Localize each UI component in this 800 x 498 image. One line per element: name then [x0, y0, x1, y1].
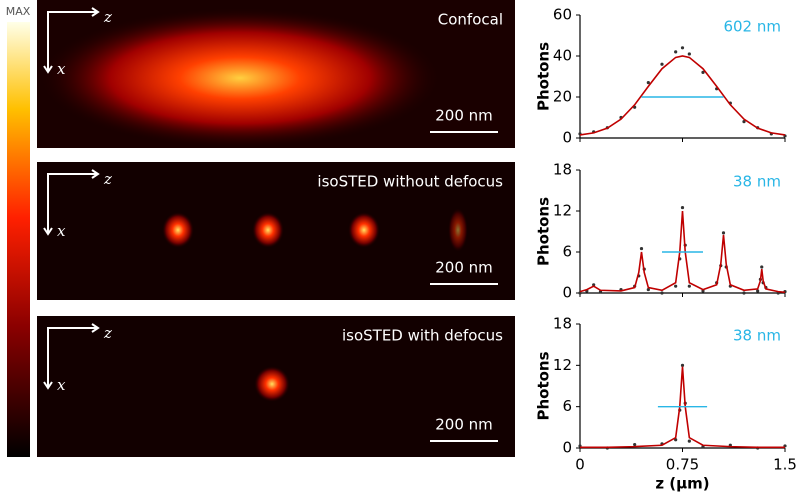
data-point	[721, 231, 726, 235]
data-point	[687, 284, 691, 288]
y-tick-label: 0	[562, 129, 572, 147]
data-point	[701, 70, 705, 74]
image-signal	[348, 212, 380, 248]
y-tick-label: 12	[553, 202, 572, 220]
y-tick-label: 18	[553, 315, 572, 333]
y-tick-label: 6	[562, 243, 572, 261]
image-signal	[254, 366, 290, 402]
y-tick-label: 12	[553, 356, 572, 374]
image-panels	[37, 0, 515, 457]
x-tick-label: 1.5	[773, 456, 797, 474]
data-point	[687, 439, 691, 443]
y-tick-label: 0	[562, 284, 572, 302]
fit-line	[580, 366, 785, 449]
fwhm-label: 38 nm	[733, 173, 781, 191]
axis-arrow	[43, 169, 100, 236]
y-tick-label: 18	[553, 161, 572, 179]
y-tick-label: 40	[553, 47, 572, 65]
scale-bar-label: 200 nm	[435, 259, 493, 277]
scale-bar-label: 200 nm	[435, 107, 493, 125]
image-label: Confocal	[438, 11, 503, 29]
data-point	[660, 62, 664, 66]
fwhm-label: 602 nm	[723, 18, 781, 36]
axis-letter: x	[57, 60, 66, 78]
x-axis-label: z (µm)	[655, 475, 709, 493]
data-point	[687, 52, 691, 56]
data-point	[756, 289, 760, 293]
data-point	[680, 46, 685, 50]
image-label: isoSTED with defocus	[342, 327, 503, 345]
scale-bar-label: 200 nm	[435, 416, 493, 434]
axis-arrow	[43, 323, 100, 390]
data-point	[680, 205, 685, 210]
axis-letter: x	[57, 376, 66, 394]
y-axis-label: Photons	[535, 197, 553, 266]
image-signal	[252, 212, 284, 248]
axis-letter: x	[57, 222, 66, 240]
x-tick-label: 0	[575, 456, 585, 474]
data-point	[646, 287, 650, 292]
data-point	[592, 283, 596, 287]
fwhm-label: 38 nm	[733, 327, 781, 345]
data-point	[760, 265, 764, 269]
data-point	[680, 363, 685, 367]
colorbar-label: MAX	[6, 5, 31, 18]
fit-line	[579, 210, 786, 294]
axis-letter: z	[103, 170, 112, 188]
fit-line	[579, 55, 786, 136]
data-point	[742, 120, 746, 124]
data-point	[674, 50, 678, 54]
data-point	[633, 442, 637, 447]
y-tick-label: 6	[562, 397, 572, 415]
y-axis-label: Photons	[535, 42, 553, 111]
image-signal	[40, 8, 440, 148]
data-point	[639, 246, 644, 251]
axis-arrow	[43, 7, 100, 74]
y-axis-label: Photons	[535, 351, 553, 420]
axis-letter: z	[103, 324, 112, 342]
y-tick-label: 60	[553, 6, 572, 24]
colorbar	[7, 22, 30, 457]
data-point	[742, 291, 746, 295]
x-tick-label: 0.75	[666, 456, 699, 474]
data-point	[660, 291, 664, 295]
axis-letter: z	[103, 8, 112, 26]
y-tick-label: 20	[553, 88, 572, 106]
y-tick-label: 0	[562, 439, 572, 457]
data-point	[646, 81, 650, 85]
data-point	[674, 284, 678, 288]
image-signal	[448, 208, 468, 252]
image-signal	[162, 212, 194, 248]
image-label: isoSTED without defocus	[317, 173, 503, 191]
